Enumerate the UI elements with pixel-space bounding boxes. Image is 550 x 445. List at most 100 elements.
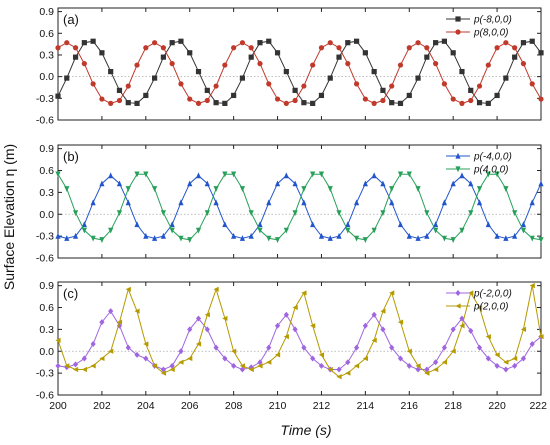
data-point bbox=[362, 180, 368, 187]
data-point bbox=[99, 355, 105, 362]
panels: 0.9 0.6 0.3 0.0 -0.3 -0.6 (a) p(-8,0,0) p(8,0,0)… bbox=[36, 6, 547, 412]
data-point bbox=[353, 38, 360, 44]
data-point bbox=[108, 308, 114, 315]
data-point bbox=[433, 359, 439, 366]
data-point bbox=[450, 180, 456, 187]
data-point bbox=[231, 92, 237, 99]
y-tick-label: 0.9 bbox=[39, 280, 54, 292]
data-point bbox=[415, 186, 421, 192]
data-point bbox=[55, 171, 61, 178]
data-point bbox=[81, 221, 87, 228]
data-point bbox=[468, 327, 474, 334]
data-point bbox=[468, 87, 474, 93]
data-point bbox=[529, 199, 535, 206]
series-line bbox=[57, 285, 542, 378]
data-point bbox=[187, 326, 193, 333]
data-point bbox=[301, 344, 307, 351]
data-point bbox=[257, 40, 263, 46]
data-point bbox=[380, 87, 386, 93]
data-point bbox=[283, 100, 289, 106]
data-point bbox=[503, 75, 509, 81]
data-point bbox=[380, 326, 386, 333]
data-point bbox=[90, 38, 96, 44]
data-point bbox=[274, 352, 281, 358]
data-point bbox=[222, 62, 228, 68]
x-tick-label: 210 bbox=[269, 400, 287, 412]
data-point bbox=[257, 359, 263, 366]
data-point bbox=[152, 40, 158, 46]
data-point bbox=[318, 232, 325, 239]
y-tick-label: 0.3 bbox=[39, 187, 54, 199]
data-point bbox=[538, 180, 544, 187]
data-point bbox=[204, 312, 210, 318]
data-point bbox=[55, 362, 61, 369]
x-tick-label: 208 bbox=[225, 400, 243, 412]
data-point bbox=[318, 352, 325, 358]
data-point bbox=[81, 227, 87, 234]
data-point bbox=[125, 100, 131, 106]
data-point bbox=[178, 199, 184, 206]
data-point bbox=[476, 186, 483, 192]
data-point bbox=[520, 326, 527, 332]
data-point bbox=[169, 366, 175, 373]
panel-c: 0.9 0.6 0.3 0.0 -0.3 -0.6 (c) p(-2,0,0) p(2,0,0) bbox=[36, 280, 544, 402]
data-point bbox=[476, 83, 483, 89]
y-tick-label: 0.6 bbox=[39, 28, 54, 40]
data-point bbox=[415, 235, 421, 241]
data-point bbox=[204, 97, 210, 104]
data-point bbox=[152, 75, 158, 81]
data-point bbox=[213, 286, 219, 292]
series-2 bbox=[55, 40, 544, 106]
data-point bbox=[125, 286, 131, 292]
data-point bbox=[441, 235, 447, 242]
data-point bbox=[371, 337, 377, 343]
data-point bbox=[529, 340, 535, 347]
data-point bbox=[239, 366, 246, 373]
data-point bbox=[512, 54, 518, 60]
data-point bbox=[415, 366, 421, 373]
data-point bbox=[415, 40, 421, 46]
legend-entry: p(4,0,0) bbox=[473, 165, 508, 176]
data-point bbox=[494, 92, 500, 99]
data-point bbox=[371, 100, 377, 106]
data-point bbox=[520, 221, 527, 228]
legend-marker bbox=[455, 16, 461, 22]
data-point bbox=[99, 50, 105, 56]
data-point bbox=[529, 38, 535, 44]
data-point bbox=[389, 290, 395, 296]
data-point bbox=[108, 68, 114, 75]
x-tick-label: 212 bbox=[313, 400, 331, 412]
data-point bbox=[406, 362, 412, 369]
data-point bbox=[345, 359, 351, 366]
data-point bbox=[108, 172, 114, 179]
data-point bbox=[222, 355, 228, 362]
y-tick-label: -0.6 bbox=[36, 390, 54, 402]
data-point bbox=[503, 40, 509, 46]
data-point bbox=[239, 186, 246, 192]
legend-entry: p(-8,0,0) bbox=[473, 15, 512, 26]
data-point bbox=[213, 344, 219, 351]
data-point bbox=[371, 172, 377, 179]
data-point bbox=[204, 87, 210, 93]
data-point bbox=[116, 87, 123, 93]
data-point bbox=[345, 227, 351, 234]
data-point bbox=[415, 75, 421, 81]
y-tick-label: 0.9 bbox=[39, 6, 54, 18]
data-point bbox=[503, 235, 509, 241]
data-point bbox=[169, 221, 175, 228]
data-point bbox=[345, 370, 351, 376]
data-point bbox=[160, 45, 166, 51]
data-point bbox=[274, 180, 281, 187]
y-axis-label: Surface Elevation η (m) bbox=[1, 144, 17, 290]
data-point bbox=[380, 180, 386, 187]
data-point bbox=[468, 97, 474, 104]
data-point bbox=[468, 180, 474, 187]
data-point bbox=[195, 68, 202, 75]
data-point bbox=[266, 359, 272, 365]
data-point bbox=[178, 81, 184, 87]
data-point bbox=[389, 344, 395, 351]
data-point bbox=[99, 237, 105, 243]
data-point bbox=[222, 171, 228, 178]
data-point bbox=[310, 62, 316, 68]
data-point bbox=[433, 227, 439, 234]
